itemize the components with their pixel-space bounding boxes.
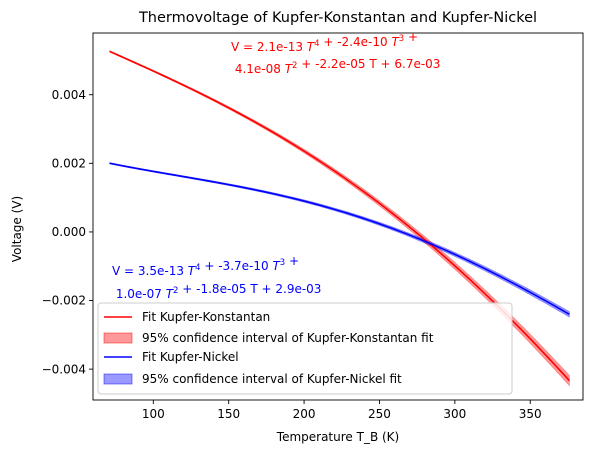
legend-patch-handle [103,332,133,344]
legend-patch-handle [103,373,133,385]
legend-box [97,302,513,395]
x-tick-label: 100 [142,407,165,421]
x-tick-label: 350 [519,407,542,421]
fit-equation-annotations: V = 2.1e-13 T4 + -2.4e-10 T3 + 4.1e-08 T… [112,30,440,301]
x-tick-label: 200 [293,407,316,421]
y-tick-label: 0.002 [52,157,86,171]
y-tick-label: 0.004 [52,88,86,102]
legend-entry-label: Fit Kupfer-Konstantan [142,310,270,324]
confidence-band-1 [109,50,570,387]
x-axis-ticks: 100 150 200 250 300 350 [142,400,542,421]
chart-title: Thermovoltage of Kupfer-Konstantan and K… [138,10,537,26]
x-tick-label: 300 [443,407,466,421]
legend-entry-label: Fit Kupfer-Nickel [142,350,239,364]
confidence-bands [109,50,570,387]
y-axis-label: Voltage (V) [10,196,24,262]
legend-entry-label: 95% confidence interval of Kupfer-Konsta… [142,331,434,345]
fit-equation-2-line2: 1.0e-07 T2 + -1.8e-05 T + 2.9e-03 [112,282,321,301]
y-axis-ticks: −0.004 −0.002 0.000 0.002 0.004 [42,88,93,376]
y-tick-label: −0.002 [42,294,86,308]
y-tick-label: −0.004 [42,362,86,376]
fit-equation-1-line1: V = 2.1e-13 T4 + -2.4e-10 T3 + [231,30,418,54]
x-axis-label: Temperature T_B (K) [276,430,399,444]
fit-line-2 [109,162,570,316]
y-tick-label: 0.000 [52,225,86,239]
confidence-band-2 [109,162,570,318]
plot-frame [92,32,584,401]
fit-line-1 [109,50,571,382]
fit-lines [109,50,571,382]
legend: Fit Kupfer-Konstantan 95% confidence inte… [97,302,513,395]
x-tick-label: 150 [217,407,240,421]
x-tick-label: 250 [368,407,391,421]
legend-entry-label: 95% confidence interval of Kupfer-Nickel… [142,372,402,386]
fit-equation-2-line1: V = 3.5e-13 T4 + -3.7e-10 T3 + [112,254,299,278]
fit-equation-1-line2: 4.1e-08 T2 + -2.2e-05 T + 6.7e-03 [231,57,440,76]
